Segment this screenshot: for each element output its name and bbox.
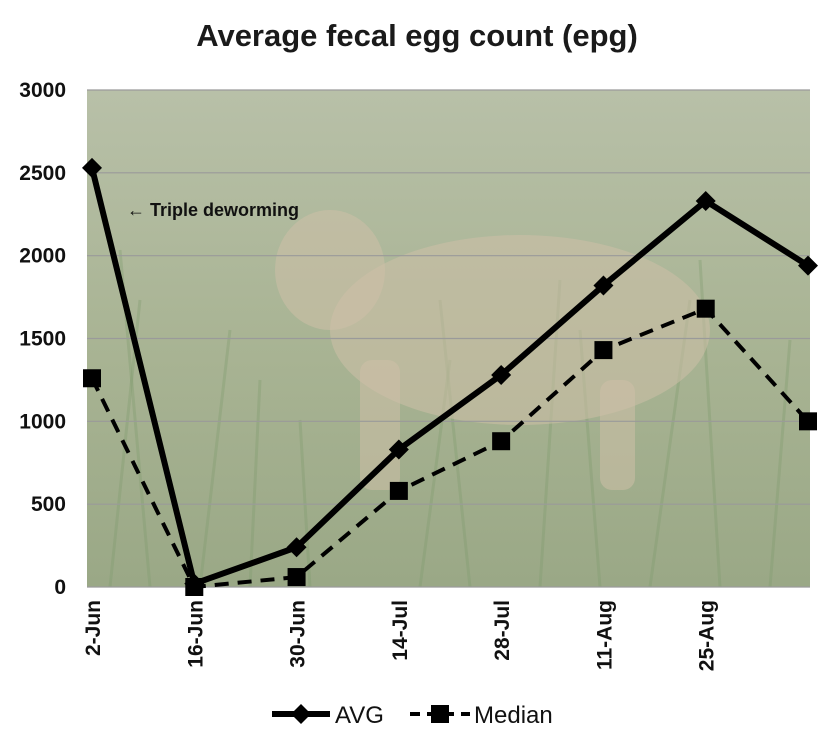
x-tick-label: 16-Jun — [184, 600, 207, 668]
data-point — [82, 157, 102, 178]
y-tick-label: 0 — [54, 576, 66, 599]
data-point — [696, 299, 715, 318]
x-axis: 2-Jun 16-Jun 30-Jun 14-Jul 28-Jul 11-Aug 25-Au… — [82, 600, 719, 671]
data-point — [695, 190, 716, 211]
data-point — [388, 439, 409, 460]
x-tick-label: 11-Aug — [593, 600, 616, 670]
legend-marker — [291, 704, 311, 724]
legend-label: Median — [474, 702, 553, 729]
annotation-text: ← Triple deworming — [127, 200, 299, 220]
legend-item-median: Median — [410, 702, 553, 729]
data-point — [389, 481, 408, 500]
x-tick-label: 25-Aug — [696, 600, 719, 671]
series-avg — [82, 157, 818, 594]
y-tick-label: 1000 — [19, 410, 66, 433]
data-point — [799, 412, 817, 431]
x-tick-label: 28-Jul — [491, 600, 514, 661]
x-tick-label: 30-Jun — [287, 600, 310, 668]
annotation: ← Triple deworming — [127, 200, 299, 220]
data-point — [185, 578, 204, 596]
series-layer — [82, 157, 818, 596]
series-line — [89, 167, 810, 587]
data-point — [287, 568, 306, 587]
data-point — [492, 432, 511, 451]
data-point — [593, 275, 614, 296]
x-tick-label: 2-Jun — [82, 600, 105, 656]
y-tick-label: 2000 — [19, 245, 66, 268]
legend-marker — [431, 705, 449, 723]
series-median — [83, 299, 817, 596]
data-point — [286, 537, 307, 558]
y-tick-label: 1500 — [19, 328, 66, 351]
y-tick-label: 500 — [31, 493, 66, 516]
x-tick-label: 14-Jul — [389, 600, 412, 661]
data-point — [83, 369, 101, 388]
legend: AVG Median — [272, 702, 553, 729]
chart-title: Average fecal egg count (epg) — [196, 18, 638, 53]
series-line — [90, 306, 810, 589]
y-tick-label: 3000 — [19, 79, 66, 102]
data-point — [594, 341, 613, 360]
legend-label: AVG — [335, 702, 384, 729]
y-tick-label: 2500 — [19, 162, 66, 185]
gridlines — [87, 89, 810, 588]
legend-item-avg: AVG — [272, 702, 384, 729]
data-point — [798, 255, 818, 276]
y-axis: 0 500 1000 1500 2000 2500 3000 — [19, 79, 66, 599]
data-point — [491, 364, 512, 385]
